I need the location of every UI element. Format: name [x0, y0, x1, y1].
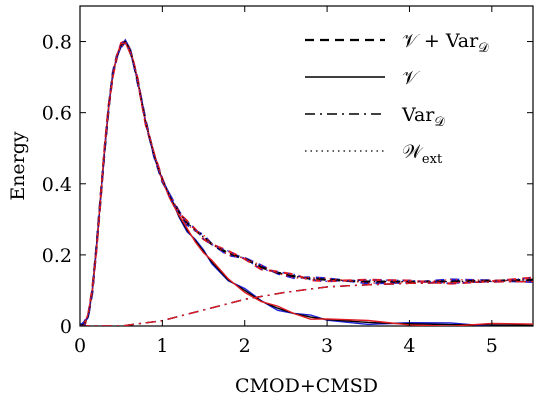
- legend-label: Var𝒟: [401, 104, 445, 130]
- legend-label-sub: 𝒟: [478, 41, 489, 56]
- series-line-dashdot-red: [80, 280, 533, 326]
- series-line-solid-red: [81, 42, 533, 326]
- x-tick-label: 0: [74, 335, 86, 357]
- curves: [80, 38, 533, 326]
- legend-label-sub: ext: [422, 152, 443, 167]
- x-tick-label: 3: [321, 335, 333, 357]
- series-line-dashdot-blue: [80, 280, 533, 326]
- legend-label-main: 𝒱: [402, 67, 421, 89]
- y-tick-label: 0.8: [42, 32, 72, 54]
- series-line-dashdot-black: [80, 280, 533, 326]
- x-axis-title: CMOD+CMSD: [235, 375, 378, 397]
- axes: 0 1 2 3 4 5 0 0.2 0.4 0.6 0.8: [42, 6, 533, 357]
- y-tick-label: 0.4: [42, 174, 72, 196]
- legend-label-main: 𝒲: [402, 141, 424, 163]
- x-tick-label: 4: [403, 335, 415, 357]
- y-tick-label: 0.2: [42, 245, 72, 267]
- legend-label: 𝒱 + Var𝒟: [402, 30, 489, 56]
- x-tick-label: 2: [239, 335, 251, 357]
- plot-frame: [79, 5, 534, 327]
- y-tick-label: 0.6: [42, 103, 72, 125]
- series-line-dashed-red: [80, 39, 533, 326]
- y-tick-label: 0: [60, 316, 72, 338]
- legend-label-main: Var: [401, 104, 435, 126]
- x-tick-label: 1: [156, 335, 168, 357]
- y-axis-title: Energy: [7, 131, 29, 201]
- legend-label: 𝒲ext: [402, 141, 443, 167]
- legend-label: 𝒱: [402, 67, 421, 89]
- legend-label-main: 𝒱 + Var: [402, 30, 479, 52]
- x-tick-label: 5: [486, 335, 498, 357]
- legend-label-sub: 𝒟: [434, 115, 445, 130]
- plot-border: [79, 5, 534, 327]
